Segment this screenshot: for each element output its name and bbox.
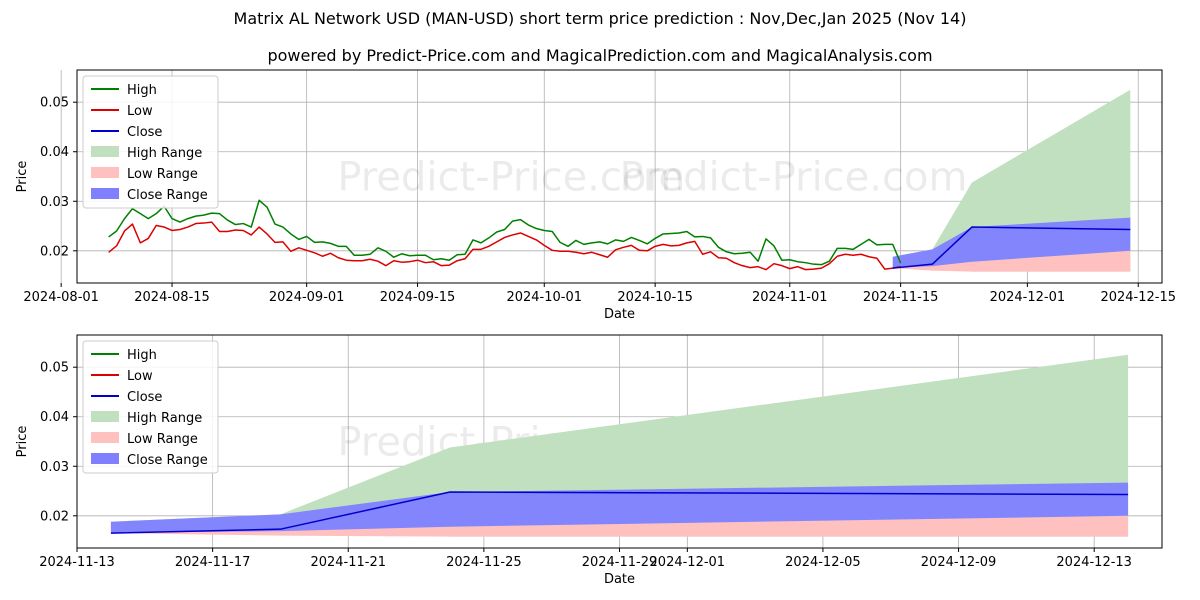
legend-patch-swatch — [91, 146, 119, 157]
legend: High Low Close High Range Low Range Close Ran… — [82, 75, 219, 209]
x-tick-label: 2024-11-01 — [752, 290, 828, 305]
x-axis-label: Date — [604, 307, 635, 322]
legend-label: High — [127, 83, 157, 98]
y-tick-label: 0.03 — [40, 460, 69, 475]
legend-patch-swatch — [91, 432, 119, 443]
chart-title: Matrix AL Network USD (MAN-USD) short te… — [233, 9, 967, 28]
legend-label: Close Range — [127, 188, 208, 203]
close-series-line — [892, 226, 1131, 269]
x-tick-label: 2024-11-21 — [310, 555, 386, 570]
legend-patch-swatch — [91, 167, 119, 178]
legend-patch-swatch — [91, 188, 119, 199]
legend-label: Close Range — [127, 453, 208, 468]
legend-label: Low Range — [127, 432, 198, 447]
plot-area — [108, 89, 1131, 272]
x-tick-label: 2024-10-15 — [617, 290, 693, 305]
close-range-band — [110, 482, 1129, 533]
grid — [60, 70, 1162, 283]
y-tick-label: 0.02 — [40, 509, 69, 524]
x-tick-label: 2024-11-15 — [863, 290, 939, 305]
y-tick-label: 0.04 — [40, 410, 69, 425]
close-range-band — [892, 217, 1131, 268]
legend-label: Low — [127, 369, 153, 384]
plot-area — [110, 354, 1129, 537]
legend-label: High Range — [127, 146, 202, 161]
legend-patch-swatch — [91, 453, 119, 464]
x-tick-label: 2024-11-17 — [175, 555, 251, 570]
legend-label: Low — [127, 104, 153, 119]
legend-label: Close — [127, 390, 162, 405]
watermark: Predict-Price.com — [337, 155, 685, 201]
x-tick-label: 2024-08-15 — [134, 290, 210, 305]
y-tick-label: 0.02 — [40, 244, 69, 259]
x-axis-label: Date — [604, 572, 635, 587]
x-tick-label: 2024-12-01 — [650, 555, 726, 570]
low-series-line — [108, 221, 901, 271]
y-tick-label: 0.03 — [40, 195, 69, 210]
legend-label: Close — [127, 125, 162, 140]
panel-2: Predict-Price.comPredict-Price.com2024-1… — [15, 334, 1163, 587]
legend: High Low Close High Range Low Range Close Ran… — [82, 340, 219, 474]
x-tick-label: 2024-12-05 — [785, 555, 861, 570]
x-tick-label: 2024-11-13 — [39, 555, 115, 570]
x-tick-label: 2024-10-01 — [506, 290, 582, 305]
y-tick-label: 0.05 — [40, 361, 69, 376]
x-tick-label: 2024-11-29 — [582, 555, 658, 570]
watermark: Predict-Price.com — [620, 155, 968, 201]
low-range-band — [110, 515, 1129, 537]
x-tick-label: 2024-12-13 — [1056, 555, 1132, 570]
legend-label: Low Range — [127, 167, 198, 182]
chart-subtitle: powered by Predict-Price.com and Magical… — [267, 46, 933, 65]
y-axis-label: Price — [15, 426, 30, 458]
legend-patch-swatch — [91, 411, 119, 422]
close-series-line — [110, 491, 1129, 534]
x-tick-label: 2024-12-15 — [1100, 290, 1176, 305]
y-tick-label: 0.05 — [40, 96, 69, 111]
x-tick-label: 2024-09-15 — [380, 290, 456, 305]
low-range-band — [892, 250, 1131, 272]
x-tick-label: 2024-09-01 — [269, 290, 345, 305]
legend-label: High — [127, 348, 157, 363]
x-tick-label: 2024-08-01 — [23, 290, 99, 305]
x-tick-label: 2024-12-01 — [990, 290, 1066, 305]
legend-label: High Range — [127, 411, 202, 426]
y-axis-label: Price — [15, 161, 30, 193]
y-tick-label: 0.04 — [40, 145, 69, 160]
x-tick-label: 2024-12-09 — [921, 555, 997, 570]
high-series-line — [108, 199, 902, 266]
x-tick-label: 2024-11-25 — [446, 555, 522, 570]
axes-frame — [76, 69, 1163, 284]
